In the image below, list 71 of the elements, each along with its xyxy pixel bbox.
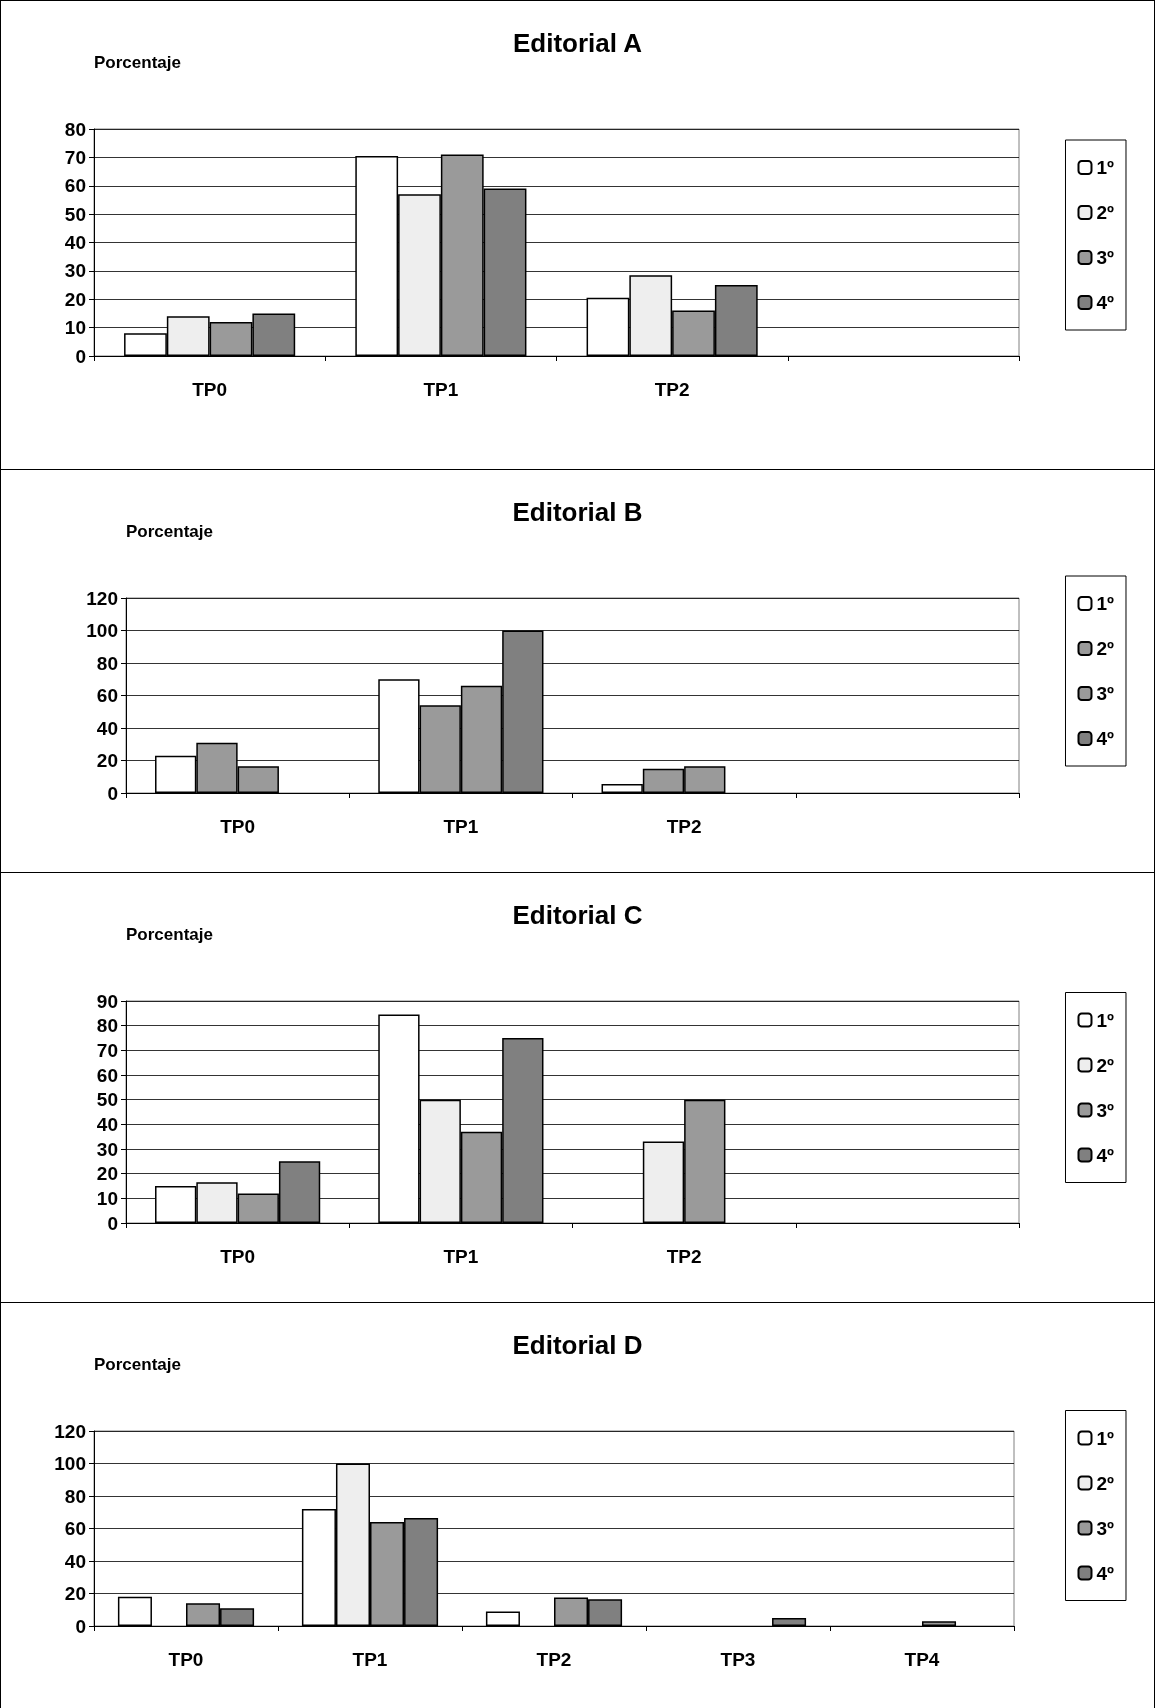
y-tick-label: 10 xyxy=(64,317,86,339)
x-tick-label: TP1 xyxy=(443,816,479,837)
x-tick-label: TP4 xyxy=(904,1649,940,1670)
y-tick-label: 0 xyxy=(75,1615,86,1637)
y-tick-label: 100 xyxy=(86,620,118,641)
legend-label: 4º xyxy=(1096,1144,1115,1166)
y-tick-label: 40 xyxy=(96,717,118,739)
y-tick-label: 0 xyxy=(107,782,118,804)
y-tick-label: 20 xyxy=(96,750,118,771)
y-tick-label: 80 xyxy=(64,1485,86,1507)
legend-label: 3º xyxy=(1096,1099,1115,1121)
legend-label: 4º xyxy=(1096,292,1115,313)
y-tick-label: 120 xyxy=(86,587,118,609)
y-tick-label: 80 xyxy=(96,652,118,674)
x-tick-label: TP0 xyxy=(220,1246,256,1267)
y-tick-label: 20 xyxy=(64,1583,86,1604)
y-tick-label: 40 xyxy=(96,1113,118,1135)
legend-label: 4º xyxy=(1096,728,1115,749)
x-tick-label: TP2 xyxy=(654,379,690,400)
legend-label: 3º xyxy=(1096,683,1115,704)
legend-label: 3º xyxy=(1096,247,1115,268)
legend-label: 1º xyxy=(1096,157,1115,178)
y-tick-label: 70 xyxy=(64,146,86,168)
y-tick-label: 20 xyxy=(96,1163,118,1185)
y-tick-label: 50 xyxy=(64,203,86,225)
y-tick-label: 60 xyxy=(64,1518,86,1539)
x-tick-label: TP1 xyxy=(443,1246,479,1267)
y-tick-label: 30 xyxy=(64,260,86,282)
y-axis-title: Porcentaje xyxy=(126,522,213,541)
chart-title: Editorial B xyxy=(512,497,643,527)
legend-label: 1º xyxy=(1096,1009,1115,1031)
y-tick-label: 90 xyxy=(96,990,118,1012)
y-tick-label: 60 xyxy=(96,1064,118,1086)
x-tick-label: TP2 xyxy=(536,1649,572,1670)
x-tick-label: TP1 xyxy=(352,1649,388,1670)
y-tick-label: 60 xyxy=(64,175,86,197)
x-tick-label: TP0 xyxy=(220,816,256,837)
legend-label: 1º xyxy=(1096,1427,1115,1449)
y-axis-title: Porcentaje xyxy=(94,1355,181,1374)
x-tick-label: TP0 xyxy=(168,1649,204,1670)
y-tick-label: 80 xyxy=(96,1015,118,1037)
y-tick-label: 50 xyxy=(96,1089,118,1111)
legend-label: 2º xyxy=(1096,1054,1115,1076)
x-tick-label: TP3 xyxy=(720,1649,756,1670)
y-tick-label: 0 xyxy=(75,345,86,367)
legend-label: 1º xyxy=(1096,593,1115,614)
y-tick-label: 70 xyxy=(96,1039,118,1061)
legend-label: 2º xyxy=(1096,638,1115,659)
legend-label: 2º xyxy=(1096,202,1115,223)
x-tick-label: TP2 xyxy=(666,1246,702,1267)
x-tick-label: TP1 xyxy=(423,379,459,400)
y-tick-label: 60 xyxy=(96,685,118,706)
x-tick-label: TP2 xyxy=(666,816,702,837)
y-tick-label: 40 xyxy=(64,1550,86,1572)
y-tick-label: 20 xyxy=(64,288,86,310)
chart-title: Editorial A xyxy=(512,28,643,58)
legend-label: 4º xyxy=(1096,1562,1115,1584)
chart-title: Editorial D xyxy=(512,1330,643,1360)
y-tick-label: 10 xyxy=(96,1187,118,1209)
legend-label: 3º xyxy=(1096,1517,1115,1539)
legend-label: 2º xyxy=(1096,1472,1115,1494)
y-tick-label: 100 xyxy=(54,1453,86,1474)
y-axis-title: Porcentaje xyxy=(126,925,213,944)
y-tick-label: 0 xyxy=(107,1212,118,1234)
y-tick-label: 30 xyxy=(96,1138,118,1160)
y-tick-label: 80 xyxy=(64,118,86,140)
x-tick-label: TP0 xyxy=(192,379,228,400)
y-tick-label: 120 xyxy=(54,1420,86,1442)
chart-title: Editorial C xyxy=(512,900,643,930)
y-axis-title: Porcentaje xyxy=(94,53,181,72)
y-tick-label: 40 xyxy=(64,232,86,253)
